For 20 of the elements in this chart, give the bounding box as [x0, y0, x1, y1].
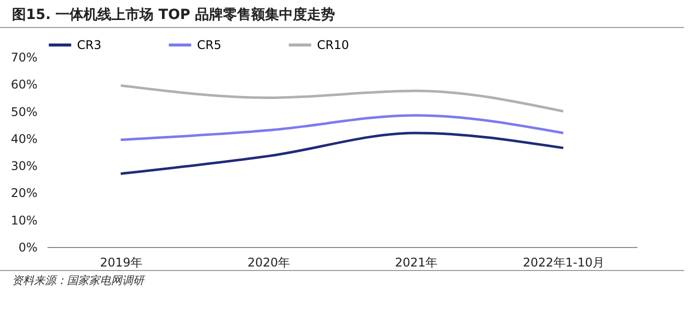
y-tick-label: 40% — [10, 132, 38, 146]
y-tick-label: 70% — [10, 50, 38, 64]
y-tick-label: 60% — [10, 78, 38, 92]
x-tick-label: 2022年1-10月 — [522, 256, 605, 270]
legend-label: CR5 — [197, 38, 222, 52]
y-tick-label: 30% — [10, 159, 38, 174]
chart-title: 图15. 一体机线上市场 TOP 品牌零售额集中度走势 — [0, 0, 684, 28]
line-series — [120, 84, 564, 113]
y-tick-label: 10% — [10, 213, 38, 228]
y-tick-label: 20% — [10, 186, 38, 200]
y-tick-label: 50% — [10, 104, 38, 119]
legend-label: CR10 — [317, 38, 349, 52]
legend-label: CR3 — [77, 38, 102, 52]
line-series — [120, 114, 564, 142]
x-tick-label: 2019年 — [100, 256, 143, 270]
line-series — [120, 132, 564, 175]
y-tick-label: 0% — [18, 240, 38, 254]
x-tick-label: 2021年 — [394, 256, 438, 270]
x-tick-label: 2020年 — [247, 256, 290, 270]
text: 资料来源：国家家电网调研 — [0, 270, 684, 288]
